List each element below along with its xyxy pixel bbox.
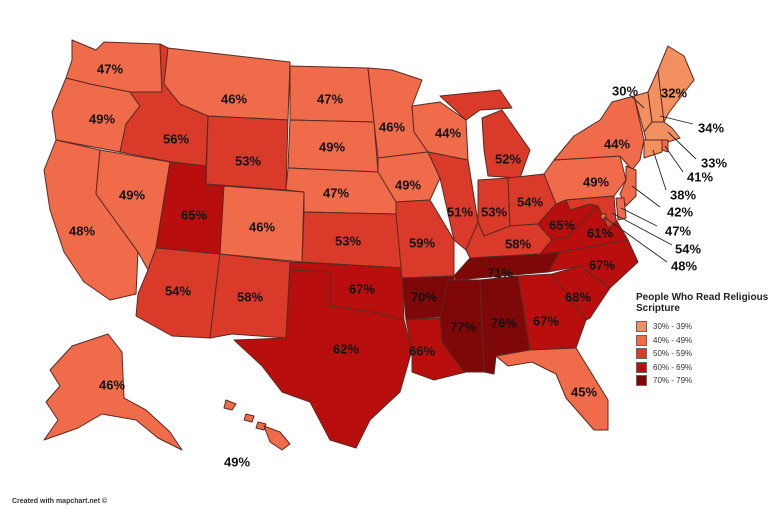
state-value-KS: 53% <box>335 233 361 248</box>
state-value-GA: 67% <box>533 313 559 328</box>
state-CT[interactable] <box>643 139 663 159</box>
legend-item: 50% - 59% <box>636 347 776 361</box>
state-value-MD: 54% <box>675 241 701 256</box>
state-value-AR: 70% <box>411 289 437 304</box>
state-value-NM: 58% <box>237 289 263 304</box>
state-value-OH: 54% <box>517 194 543 209</box>
state-value-CT: 38% <box>670 187 696 202</box>
leader-RI <box>664 145 684 173</box>
state-value-SD: 49% <box>319 139 345 154</box>
state-value-CO: 46% <box>249 219 275 234</box>
state-value-OK: 67% <box>349 281 375 296</box>
legend-title: People Who Read Religious Scripture <box>636 292 769 314</box>
state-value-HI: 49% <box>224 454 250 469</box>
state-ME[interactable] <box>657 45 695 123</box>
state-value-WV: 65% <box>549 217 575 232</box>
state-MA[interactable] <box>643 121 681 143</box>
leader-DC <box>603 216 668 263</box>
state-value-NE: 47% <box>323 185 349 200</box>
state-value-ME: 32% <box>661 85 687 100</box>
leader-VT <box>629 94 645 109</box>
legend-swatch <box>636 375 647 387</box>
state-value-ID: 56% <box>163 131 189 146</box>
legend-item: 70% - 79% <box>636 374 776 388</box>
state-FL[interactable] <box>495 347 609 431</box>
state-value-KY: 58% <box>505 236 531 251</box>
legend-label: 50% - 59% <box>653 349 693 359</box>
state-value-IA: 49% <box>395 177 421 192</box>
legend-label: 60% - 69% <box>653 362 693 372</box>
legend-label: 40% - 49% <box>653 335 693 345</box>
leader-NJ <box>631 185 661 208</box>
state-value-TX: 62% <box>333 341 359 356</box>
state-NJ[interactable] <box>619 165 637 207</box>
state-value-CA: 48% <box>69 223 95 238</box>
legend-swatch <box>636 334 647 346</box>
state-value-FL: 45% <box>571 384 597 399</box>
credit-text: Created with mapchart.net © <box>12 498 108 505</box>
state-value-NH: 34% <box>698 120 724 135</box>
state-value-OR: 49% <box>89 111 115 126</box>
state-value-NV: 49% <box>119 187 145 202</box>
legend: People Who Read Religious Scripture 30% … <box>636 292 776 388</box>
state-value-RI: 41% <box>687 169 713 184</box>
state-value-LA: 66% <box>409 343 435 358</box>
leader-MA <box>667 131 697 160</box>
state-value-MI: 52% <box>495 151 521 166</box>
legend-item: 30% - 39% <box>636 320 776 334</box>
state-HI[interactable] <box>223 399 291 451</box>
state-value-NC: 67% <box>589 257 615 272</box>
state-value-PA: 49% <box>583 174 609 189</box>
state-value-AK: 46% <box>99 377 125 392</box>
leader-MD <box>611 212 673 246</box>
state-value-MT: 46% <box>221 91 247 106</box>
legend-swatch <box>636 348 647 360</box>
leader-CT <box>652 149 667 191</box>
state-value-SC: 68% <box>565 289 591 304</box>
state-value-MS: 77% <box>450 319 476 334</box>
state-value-VA: 61% <box>587 225 613 240</box>
state-value-MN: 46% <box>379 119 405 134</box>
state-NY[interactable] <box>553 95 645 171</box>
state-value-WA: 47% <box>97 61 123 76</box>
state-GA[interactable] <box>517 273 587 351</box>
legend-swatch <box>636 361 647 373</box>
legend-swatch <box>636 321 647 333</box>
state-value-TN: 71% <box>487 265 513 280</box>
state-value-IN: 53% <box>481 204 507 219</box>
state-value-DC: 48% <box>671 258 697 273</box>
state-value-IL: 51% <box>447 204 473 219</box>
legend-label: 30% - 39% <box>653 322 693 332</box>
state-value-AZ: 54% <box>165 283 191 298</box>
legend-item: 40% - 49% <box>636 334 776 348</box>
state-value-UT: 65% <box>181 207 207 222</box>
leader-NH <box>659 115 694 125</box>
state-value-VT: 30% <box>612 83 638 98</box>
state-value-NJ: 42% <box>667 204 693 219</box>
state-AK[interactable] <box>43 333 183 451</box>
state-value-AL: 76% <box>491 315 517 330</box>
leader-DE <box>620 207 658 227</box>
state-DE[interactable] <box>615 197 627 221</box>
legend-label: 70% - 79% <box>653 376 693 386</box>
state-TX[interactable] <box>233 269 413 449</box>
state-value-MA: 33% <box>701 155 727 170</box>
state-NM[interactable] <box>209 253 291 339</box>
state-value-WI: 44% <box>435 125 461 140</box>
state-value-DE: 47% <box>665 223 691 238</box>
state-value-WY: 53% <box>235 153 261 168</box>
state-value-NY: 44% <box>604 136 630 151</box>
legend-item: 60% - 69% <box>636 361 776 375</box>
state-value-ND: 47% <box>317 91 343 106</box>
state-value-MO: 59% <box>409 235 435 250</box>
